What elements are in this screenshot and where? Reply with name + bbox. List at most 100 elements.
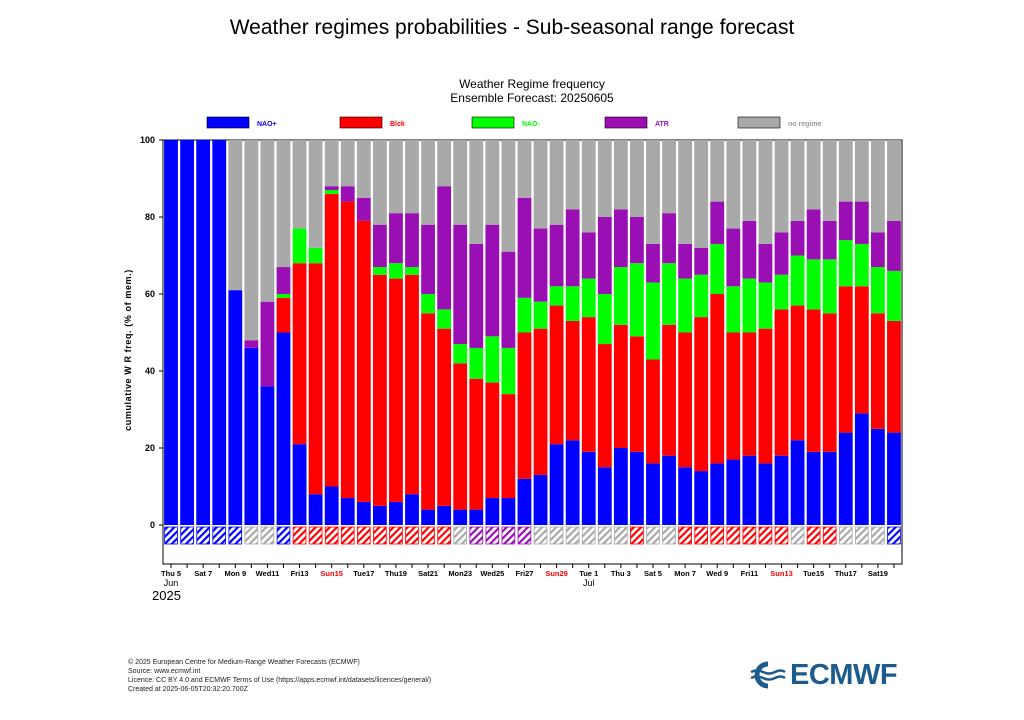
legend-swatch-blck xyxy=(339,116,383,129)
bar-blck-35 xyxy=(726,332,741,460)
bar-no-regime-11 xyxy=(340,140,355,187)
x-tick-label-16: Sat21 xyxy=(418,569,438,578)
bar-no-regime-26 xyxy=(581,140,596,233)
regime-cell-3 xyxy=(212,526,227,545)
bar-nao-minus-29 xyxy=(630,263,644,337)
legend-label-atr: ATR xyxy=(655,121,669,128)
bar-blck-30 xyxy=(646,359,660,464)
bar-blck-23 xyxy=(533,328,548,475)
bar-no-regime-34 xyxy=(710,140,725,202)
bar-nao-plus-22 xyxy=(517,478,532,525)
bar-no-regime-36 xyxy=(742,140,757,221)
regime-cell-1 xyxy=(180,526,194,545)
bar-blck-10 xyxy=(324,193,339,487)
bar-blck-18 xyxy=(453,363,468,510)
x-tick-label-40: Tue15 xyxy=(803,569,824,578)
bar-nao-minus-44 xyxy=(870,267,885,314)
x-tick-label-14: Thu19 xyxy=(385,569,407,578)
regime-cell-37 xyxy=(758,526,773,545)
bar-nao-plus-43 xyxy=(854,413,869,525)
bar-nao-plus-36 xyxy=(742,455,757,525)
bar-no-regime-45 xyxy=(887,140,901,221)
bar-atr-38 xyxy=(774,232,789,275)
regime-cell-25 xyxy=(565,526,580,545)
page-title: Weather regimes probabilities - Sub-seas… xyxy=(229,16,795,39)
bar-nao-minus-43 xyxy=(854,243,869,287)
x-tick-label-36: Fri11 xyxy=(741,569,759,578)
regime-cell-43 xyxy=(855,526,869,545)
bar-blck-25 xyxy=(565,320,580,441)
bar-blck-39 xyxy=(790,305,805,441)
bar-atr-23 xyxy=(533,228,548,302)
bar-nao-plus-8 xyxy=(292,444,307,525)
bar-no-regime-39 xyxy=(790,140,805,221)
bar-blck-27 xyxy=(597,344,612,468)
regime-cell-33 xyxy=(694,526,709,545)
bar-no-regime-33 xyxy=(694,140,709,248)
regime-cell-22 xyxy=(517,526,532,545)
regime-cell-42 xyxy=(838,526,853,545)
regime-cell-29 xyxy=(630,526,644,545)
year-label: 2025 xyxy=(152,588,181,603)
regime-cell-17 xyxy=(437,526,451,545)
bar-nao-minus-16 xyxy=(421,294,435,314)
regime-cell-45 xyxy=(887,526,901,545)
legend-label-nao-plus: NAO+ xyxy=(257,121,277,128)
bar-nao-plus-27 xyxy=(597,467,612,525)
bar-nao-minus-24 xyxy=(549,286,564,306)
bar-nao-plus-31 xyxy=(662,455,676,525)
bar-blck-7 xyxy=(276,297,291,333)
bar-atr-25 xyxy=(565,209,580,287)
bar-no-regime-15 xyxy=(405,140,419,214)
bar-blck-19 xyxy=(469,378,484,510)
bar-blck-16 xyxy=(421,313,435,510)
regime-cell-34 xyxy=(710,526,725,545)
bar-nao-plus-6 xyxy=(260,386,275,525)
bar-nao-plus-28 xyxy=(613,448,628,525)
bar-nao-plus-26 xyxy=(581,451,596,525)
bar-nao-plus-21 xyxy=(501,498,516,525)
bar-blck-22 xyxy=(517,332,532,479)
bar-nao-plus-2 xyxy=(196,140,211,525)
regime-cell-12 xyxy=(357,526,371,545)
bar-nao-minus-9 xyxy=(308,247,323,264)
chart-title: Weather Regime frequency xyxy=(459,77,605,91)
bar-atr-7 xyxy=(276,267,291,294)
x-tick-label-28: Thu 3 xyxy=(611,569,631,578)
y-tick-label-100: 100 xyxy=(140,135,155,145)
bar-no-regime-16 xyxy=(421,140,435,225)
regime-cell-32 xyxy=(678,526,692,545)
bar-blck-17 xyxy=(437,328,452,506)
footer-line-created: Created at 2025-06-05T20:32:20.700Z xyxy=(128,686,248,693)
bar-nao-minus-39 xyxy=(790,255,805,306)
bars-group xyxy=(164,140,901,525)
bar-no-regime-27 xyxy=(597,140,612,217)
bar-nao-minus-38 xyxy=(774,274,789,310)
bar-atr-21 xyxy=(501,251,516,348)
bar-no-regime-10 xyxy=(324,140,339,187)
bar-blck-11 xyxy=(340,201,355,499)
bar-atr-41 xyxy=(822,220,837,260)
bar-atr-42 xyxy=(838,201,853,241)
bar-atr-37 xyxy=(758,243,773,283)
plot-frame xyxy=(162,139,903,565)
bar-atr-27 xyxy=(597,217,612,294)
bar-blck-36 xyxy=(742,332,757,456)
bar-atr-39 xyxy=(790,220,805,256)
bar-atr-34 xyxy=(710,201,725,244)
bar-no-regime-25 xyxy=(565,140,580,210)
dominant-regime-strip xyxy=(164,526,901,545)
bar-no-regime-30 xyxy=(646,140,660,244)
regime-cell-31 xyxy=(662,526,676,545)
x-tick-label-2: Sat 7 xyxy=(194,569,212,578)
bar-blck-42 xyxy=(838,286,853,433)
regime-cell-16 xyxy=(421,526,435,545)
bar-no-regime-17 xyxy=(437,140,452,187)
bar-nao-plus-10 xyxy=(324,486,339,525)
bar-nao-plus-20 xyxy=(485,498,500,525)
bar-nao-plus-15 xyxy=(405,494,419,525)
bar-nao-plus-7 xyxy=(276,332,291,525)
month-label-jul: Jul xyxy=(583,578,595,588)
x-tick-label-44: Sat19 xyxy=(868,569,888,578)
x-tick-label-8: Fri13 xyxy=(291,569,309,578)
